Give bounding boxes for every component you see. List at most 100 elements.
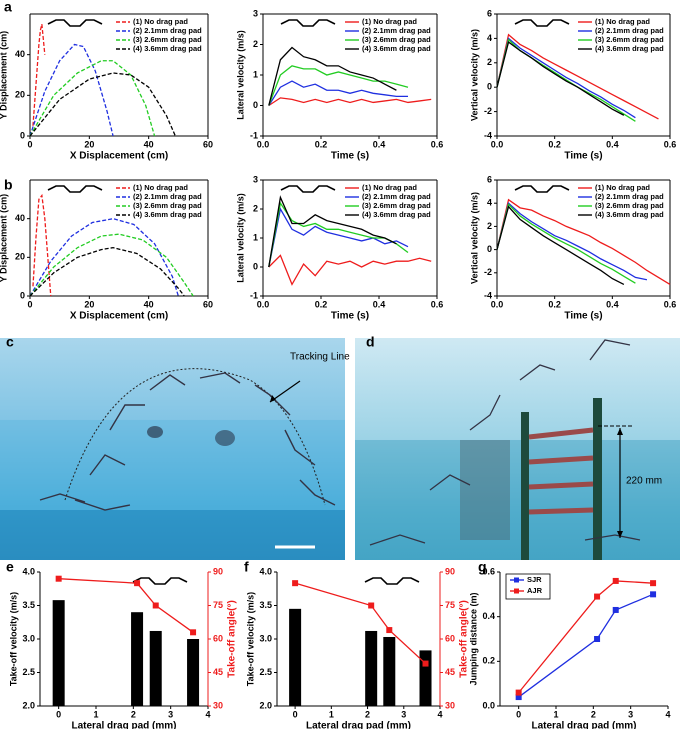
photo-d: 220 mm d xyxy=(355,334,680,560)
y2-tick-label: 60 xyxy=(213,633,223,643)
x-tick-label: 3 xyxy=(401,709,406,719)
bar xyxy=(149,630,162,706)
y-axis-label: Vertical velocity (m/s) xyxy=(469,29,479,121)
series-line xyxy=(294,582,426,665)
y-axis-label: Take-off velocity (m/s) xyxy=(245,592,255,686)
y-tick-label: -1 xyxy=(250,130,258,140)
x-tick-label: 1 xyxy=(93,709,98,719)
y2-axis-label: Take-off angle(°) xyxy=(459,600,470,678)
robot-icon xyxy=(47,185,103,193)
marker xyxy=(515,694,522,701)
x-tick-label: 0 xyxy=(27,139,32,149)
series-line xyxy=(29,233,194,297)
chart: g 0 1 2 3 4 0.0 0.2 0.4 0.6 Lateral drag pad (mm) J… xyxy=(468,559,670,729)
series-line xyxy=(268,254,432,286)
x-tick-label: 0.0 xyxy=(257,299,270,309)
series-line xyxy=(268,195,397,268)
x-axis-label: Time (s) xyxy=(331,311,369,322)
y-tick-label: 3.0 xyxy=(259,633,272,643)
marker xyxy=(650,591,657,598)
x-tick-label: 0 xyxy=(516,709,521,719)
series-line xyxy=(268,207,409,268)
robot-snapshots xyxy=(369,339,641,546)
legend-label: (2) 2.1mm drag pad xyxy=(362,192,431,201)
marker xyxy=(422,660,429,667)
y-tick-label: 0 xyxy=(487,82,492,92)
y-tick-label: 2.0 xyxy=(259,700,272,710)
y2-tick-label: 30 xyxy=(445,700,455,710)
chart: e 0 1 2 3 4 2.0 2.5 3.0 3.5 4.0 30 45 60 75 90 Lateral d… xyxy=(6,559,238,729)
y2-tick-label: 90 xyxy=(213,566,223,576)
y-tick-label: 1 xyxy=(253,232,258,242)
marker xyxy=(368,602,375,609)
panel-label: e xyxy=(6,559,14,575)
robot-icon xyxy=(47,19,103,27)
series-line xyxy=(496,198,671,285)
x-tick-label: 60 xyxy=(203,299,213,309)
chart: 0.0 0.2 0.4 0.6 -1 0 1 2 3 Time (s) Lateral veloci… xyxy=(235,8,443,161)
marker xyxy=(594,636,601,642)
x-axis-label: Lateral drag pad (mm) xyxy=(71,721,176,729)
series-line xyxy=(58,578,194,633)
marker xyxy=(152,602,159,609)
bar xyxy=(289,608,302,706)
y-axis-label: Jumping distance (m) xyxy=(468,592,478,685)
y-tick-label: 3.5 xyxy=(22,600,35,610)
y-axis-label: Y Displacement (cm) xyxy=(0,194,8,282)
x-tick-label: 60 xyxy=(203,139,213,149)
legend-label: (4) 3.6mm drag pad xyxy=(133,210,202,219)
legend-label: (4) 3.6mm drag pad xyxy=(362,44,431,53)
photo-background xyxy=(355,338,680,560)
y-tick-label: 2.0 xyxy=(22,700,35,710)
x-axis-label: Lateral drag pad (mm) xyxy=(531,721,636,729)
x-axis-label: Time (s) xyxy=(564,151,602,162)
series-line xyxy=(29,218,179,297)
legend-marker xyxy=(514,588,519,594)
y-tick-label: 4.0 xyxy=(22,566,35,576)
y2-tick-label: 75 xyxy=(213,600,223,610)
legend-label: (1) No drag pad xyxy=(133,183,188,192)
y-tick-label: 0 xyxy=(253,261,258,271)
annotation: Tracking Line xyxy=(290,352,350,363)
marker xyxy=(612,606,619,613)
shadow xyxy=(215,430,235,446)
legend-label: (2) 2.1mm drag pad xyxy=(362,26,431,35)
panel-label: c xyxy=(6,334,14,350)
y-tick-label: 2 xyxy=(253,39,258,49)
tracking-line xyxy=(64,368,326,506)
x-tick-label: 0.6 xyxy=(664,299,677,309)
x-axis-label: X Displacement (cm) xyxy=(70,311,168,322)
y-tick-label: 0 xyxy=(20,130,25,140)
legend-label: (1) No drag pad xyxy=(595,183,650,192)
y-tick-label: -4 xyxy=(484,290,492,300)
y-tick-label: -2 xyxy=(484,267,492,277)
y-tick-label: 0 xyxy=(20,290,25,300)
y-axis-label: Y Displacement (cm) xyxy=(0,31,8,119)
y-tick-label: 2.5 xyxy=(259,667,272,677)
marker xyxy=(612,577,619,584)
y-tick-label: 0.0 xyxy=(482,700,495,710)
legend-label: AJR xyxy=(527,586,543,595)
x-tick-label: 3 xyxy=(628,709,633,719)
bar xyxy=(365,630,378,706)
robot-icon xyxy=(280,185,336,193)
x-tick-label: 0.2 xyxy=(548,139,561,149)
y-tick-label: 3 xyxy=(253,174,258,184)
series-line xyxy=(496,33,659,120)
robot-icon xyxy=(280,19,336,27)
chart: a 0 20 40 60 0 20 40 X Displacement (cm) Y Displa… xyxy=(0,0,213,162)
x-tick-label: 0.0 xyxy=(491,299,504,309)
hurdle xyxy=(521,398,602,560)
y-axis-label: Lateral velocity (m/s) xyxy=(235,193,245,283)
x-tick-label: 1 xyxy=(329,709,334,719)
y2-tick-label: 75 xyxy=(445,600,455,610)
series-line xyxy=(268,65,409,106)
x-tick-label: 0.0 xyxy=(257,139,270,149)
legend-label: (4) 3.6mm drag pad xyxy=(595,210,664,219)
y-tick-label: 0.2 xyxy=(482,656,495,666)
marker xyxy=(292,580,299,587)
bar xyxy=(187,639,200,706)
y-tick-label: 0.4 xyxy=(482,611,495,621)
y-tick-label: 40 xyxy=(15,213,25,223)
x-tick-label: 4 xyxy=(437,709,442,719)
